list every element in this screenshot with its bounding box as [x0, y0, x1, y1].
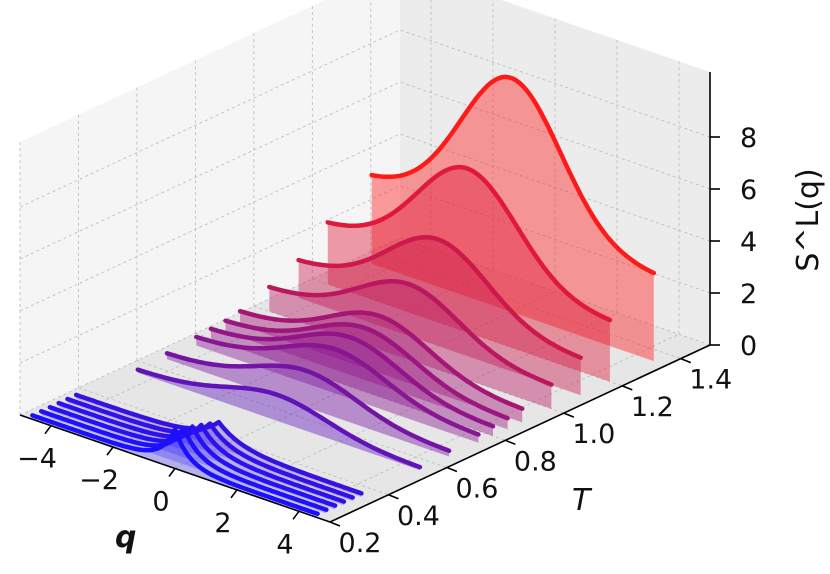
series-T-0.23: [38, 409, 329, 514]
series-line: [223, 318, 510, 421]
series-line: [65, 396, 355, 500]
series-line: [30, 413, 320, 517]
grid-line: [253, 305, 564, 414]
series-line: [56, 400, 347, 504]
x-tick: [44, 425, 52, 435]
x-tick: [168, 468, 176, 477]
axes-lines: [19, 72, 720, 527]
grid-line: [298, 333, 680, 512]
grid-line: [19, 81, 711, 260]
series-fill: [240, 311, 523, 423]
grid-line: [78, 387, 389, 496]
series-line: [369, 74, 657, 276]
series-line: [73, 392, 364, 496]
z-tick-label: 6: [740, 175, 757, 206]
y-tick-label: 1.4: [689, 365, 732, 396]
y-tick-label: 0.8: [514, 446, 557, 477]
z-tick-label: 4: [740, 227, 757, 258]
series-line: [38, 409, 329, 512]
series-line: [325, 164, 613, 323]
x-tick-label: 2: [214, 508, 231, 539]
x-tick: [292, 510, 300, 520]
series-line: [194, 334, 481, 437]
y-tick-label: 1.2: [631, 392, 674, 423]
series-line: [164, 351, 452, 454]
y-tick-label: 0.2: [339, 528, 382, 559]
x-tick: [106, 446, 114, 456]
y-tick-label: 1.0: [572, 419, 615, 450]
x-tick: [230, 489, 238, 499]
series-line: [237, 308, 525, 411]
grid-line: [136, 360, 448, 468]
y-axis-line: [329, 344, 711, 523]
grid-line: [174, 291, 556, 469]
z-axis-title: S^L(q): [791, 168, 826, 271]
series-line: [267, 279, 554, 387]
side-pane: [20, 0, 400, 415]
y-tick-label: 0.4: [397, 501, 440, 532]
y-tick: [563, 412, 575, 418]
series-T-0.55: [135, 367, 423, 471]
series-T-1.2: [325, 164, 613, 382]
series-line: [47, 404, 338, 508]
y-tick: [622, 385, 633, 391]
series-line: [135, 367, 423, 470]
series-fill: [137, 369, 420, 471]
grid-line: [50, 248, 432, 427]
x-tick-label: 4: [276, 529, 293, 560]
z-tick-label: 2: [740, 279, 757, 310]
y-tick: [329, 521, 341, 527]
series-group: [30, 74, 657, 518]
grid-line: [112, 269, 494, 448]
series-fill: [167, 353, 450, 457]
y-tick: [505, 439, 516, 446]
grid-line: [19, 133, 711, 312]
series-T-0.9: [237, 308, 525, 423]
y-tick: [446, 466, 458, 473]
series-T-0.65: [164, 351, 452, 457]
x-tick-label: −2: [79, 465, 119, 496]
x-tick-label: 0: [152, 487, 169, 518]
y-tick-label: 0.6: [455, 474, 498, 505]
series-line: [208, 326, 496, 429]
series-fill: [298, 237, 581, 396]
series-T-0.2: [30, 413, 320, 518]
x-tick-label: −4: [17, 444, 57, 475]
grid-line: [19, 29, 711, 208]
grid-line: [370, 251, 681, 359]
series-fill: [327, 167, 610, 382]
grid-line: [19, 185, 711, 364]
z-tick-label: 8: [740, 123, 757, 154]
y-tick: [388, 494, 399, 500]
z-tick-label: 0: [740, 331, 757, 362]
series-T-1.1: [296, 234, 583, 396]
series-line: [296, 234, 583, 360]
tick-labels: −4 −2 0 2 4 0.2 0.4 0.6 0.8 1.0 1.2 1.4 0 2 4 6 8: [17, 123, 757, 560]
x-axis-title: q: [115, 520, 136, 555]
grid-line: [195, 332, 506, 441]
y-axis-title: T: [572, 483, 593, 518]
grid-line: [19, 237, 711, 416]
y-tick: [680, 357, 692, 364]
